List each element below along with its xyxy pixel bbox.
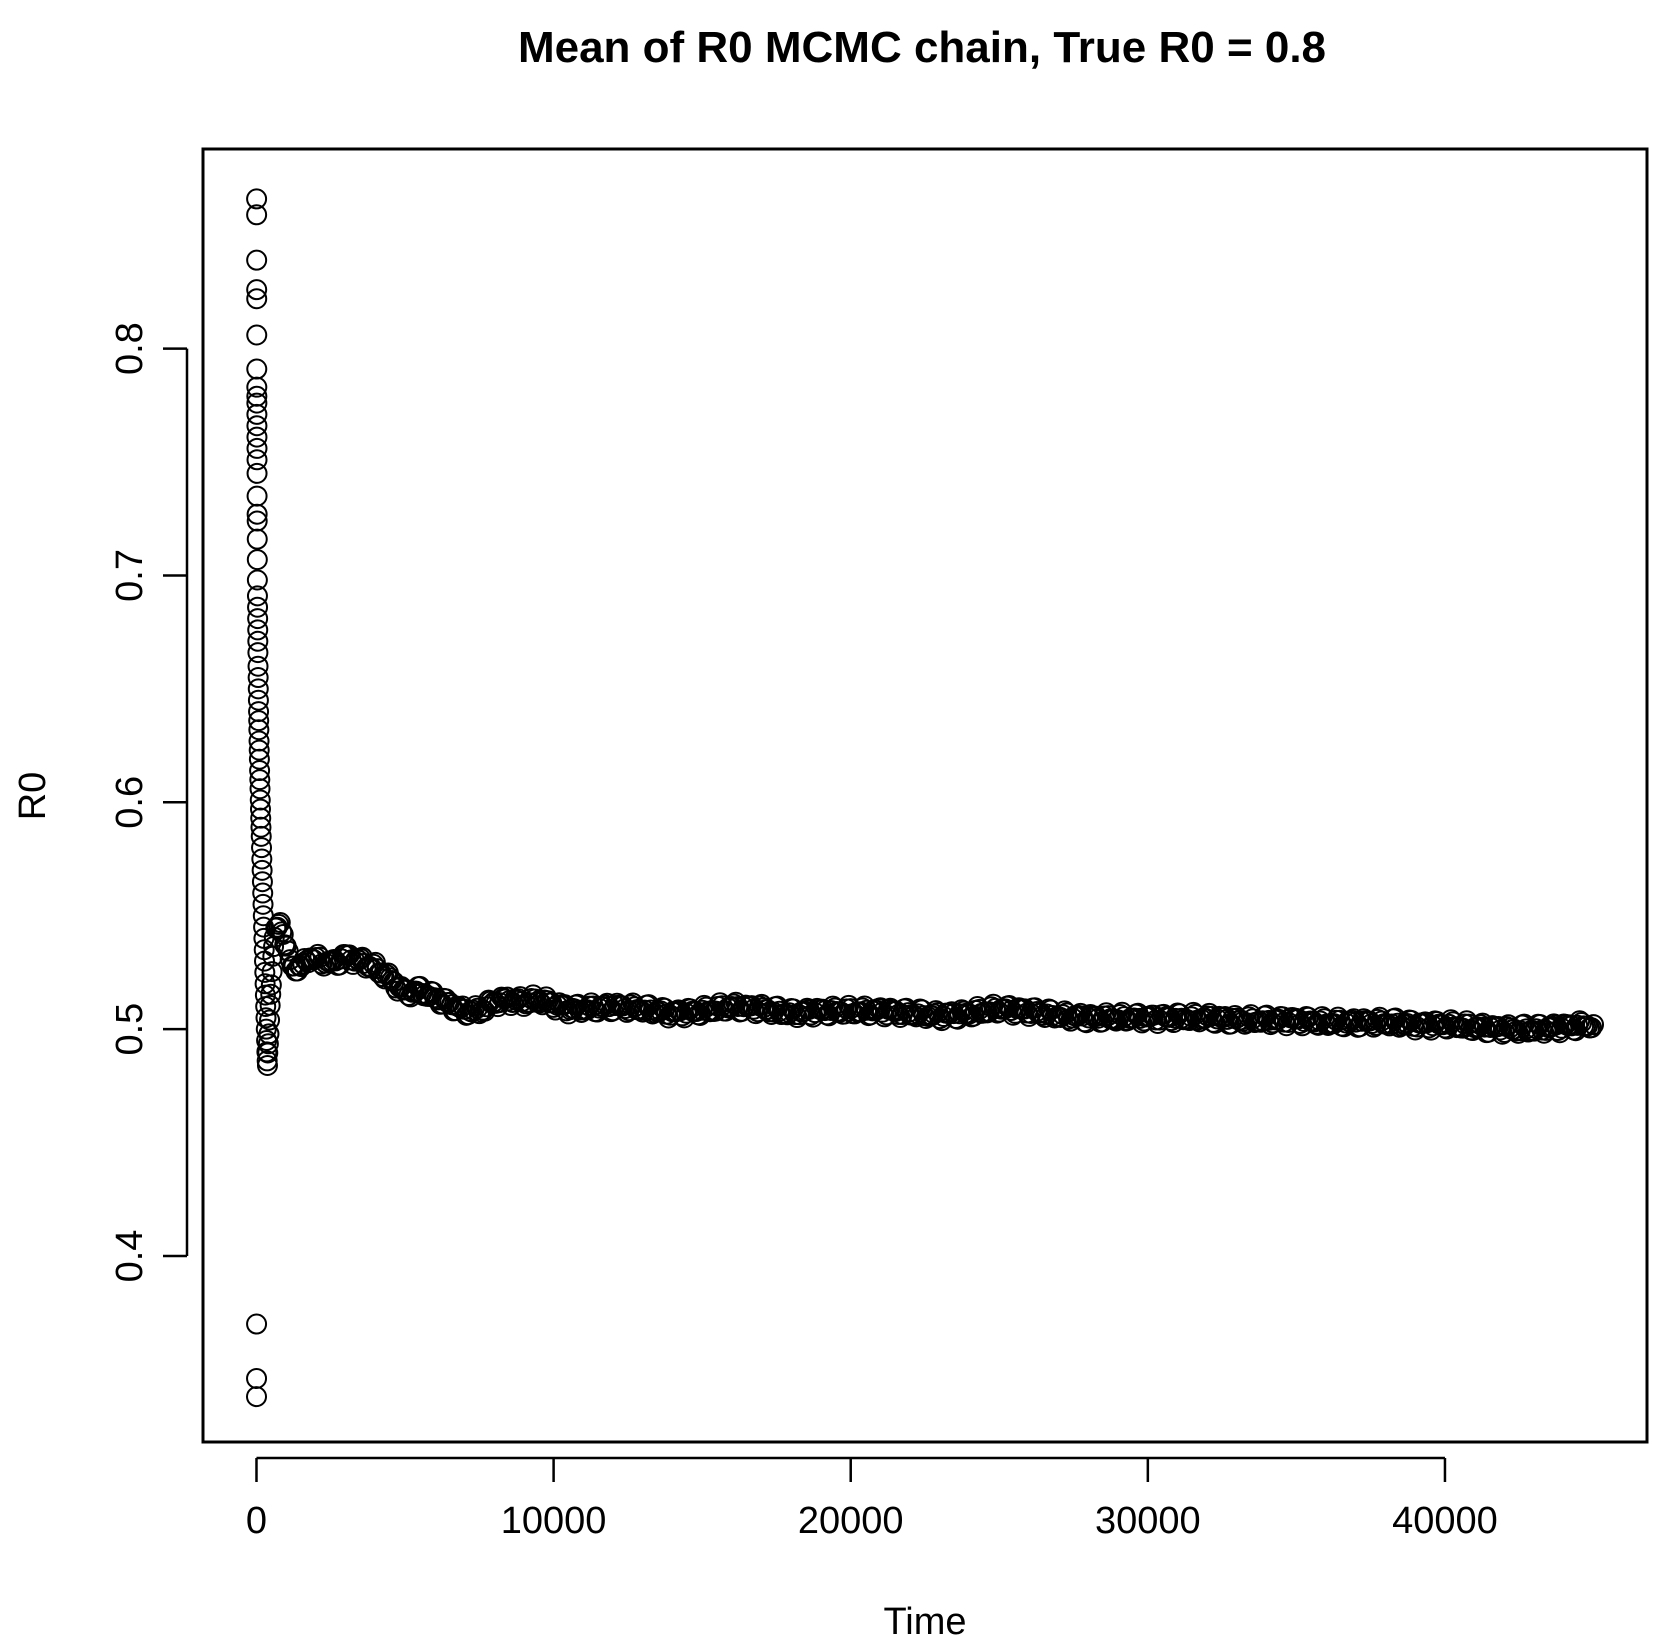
data-point	[246, 503, 268, 525]
data-point	[246, 415, 268, 437]
data-point	[252, 882, 274, 904]
data-point	[246, 1313, 268, 1335]
data-point	[248, 710, 270, 732]
data-point	[259, 1009, 281, 1031]
x-tick-label: 0	[246, 1500, 267, 1542]
x-axis: 0 10000 20000 30000 40000	[246, 1456, 1498, 1542]
data-point	[256, 1054, 278, 1076]
x-tick-label: 40000	[1392, 1500, 1498, 1542]
y-tick-label: 0.8	[109, 322, 151, 375]
data-point	[251, 859, 273, 881]
data-point	[246, 449, 268, 471]
data-point	[258, 1023, 280, 1045]
data-point	[251, 871, 273, 893]
data-point	[246, 1367, 268, 1389]
x-tick-label: 20000	[798, 1500, 904, 1542]
y-axis: 0.4 0.5 0.6 0.7 0.8	[109, 322, 189, 1283]
data-point	[246, 288, 268, 310]
data-point	[852, 997, 874, 1019]
data-point	[323, 948, 345, 970]
plot-area-frame	[201, 147, 1649, 1444]
y-tick-label: 0.6	[109, 776, 151, 829]
data-point	[247, 655, 269, 677]
data-point	[271, 921, 293, 943]
data-point	[246, 279, 268, 301]
data-points	[246, 188, 1605, 1408]
y-tick-label: 0.5	[109, 1003, 151, 1056]
data-point	[251, 837, 273, 859]
data-point	[260, 983, 282, 1005]
data-point	[255, 1007, 277, 1029]
data-point	[248, 719, 270, 741]
data-point	[246, 204, 268, 226]
data-point	[247, 689, 269, 711]
data-point	[246, 1386, 268, 1408]
data-point	[251, 848, 273, 870]
data-point	[247, 630, 269, 652]
data-point	[246, 437, 268, 459]
data-point	[246, 324, 268, 346]
data-point	[648, 1001, 670, 1023]
data-point	[246, 358, 268, 380]
data-point	[246, 585, 268, 607]
data-point	[246, 249, 268, 271]
data-point	[248, 739, 270, 761]
data-point	[252, 893, 274, 915]
x-tick-label: 10000	[501, 1500, 607, 1542]
data-point	[259, 994, 281, 1016]
data-point	[247, 678, 269, 700]
data-point	[247, 596, 269, 618]
data-point	[671, 1005, 693, 1027]
data-point	[246, 569, 268, 591]
y-tick-label: 0.7	[109, 549, 151, 602]
data-point	[246, 376, 268, 398]
data-point	[269, 912, 291, 934]
data-point	[246, 485, 268, 507]
x-axis-label: Time	[883, 1601, 966, 1636]
chart-title: Mean of R0 MCMC chain, True R0 = 0.8	[518, 23, 1326, 72]
data-point	[246, 462, 268, 484]
data-point	[246, 426, 268, 448]
data-point	[250, 825, 272, 847]
data-point	[1161, 1010, 1183, 1032]
data-point	[247, 619, 269, 641]
data-point	[1394, 1014, 1416, 1036]
data-point	[246, 392, 268, 414]
data-point	[257, 1033, 279, 1055]
data-point	[246, 528, 268, 550]
data-point	[247, 608, 269, 630]
y-tick-label: 0.4	[109, 1230, 151, 1283]
data-point	[261, 961, 283, 983]
x-tick-label: 30000	[1095, 1500, 1201, 1542]
data-point	[260, 974, 282, 996]
data-point	[248, 748, 270, 770]
data-point	[249, 769, 271, 791]
data-point	[266, 916, 288, 938]
data-point	[255, 1018, 277, 1040]
data-point	[753, 997, 775, 1019]
data-point	[250, 816, 272, 838]
data-point	[959, 1003, 981, 1025]
data-point	[1583, 1014, 1605, 1036]
data-point	[249, 778, 271, 800]
data-point	[246, 403, 268, 425]
data-point	[247, 642, 269, 664]
data-point	[246, 549, 268, 571]
data-point	[372, 965, 394, 987]
data-point	[246, 188, 268, 210]
data-point	[247, 667, 269, 689]
data-point	[1535, 1019, 1557, 1041]
y-axis-label: R0	[12, 772, 54, 821]
data-point	[1581, 1017, 1603, 1039]
